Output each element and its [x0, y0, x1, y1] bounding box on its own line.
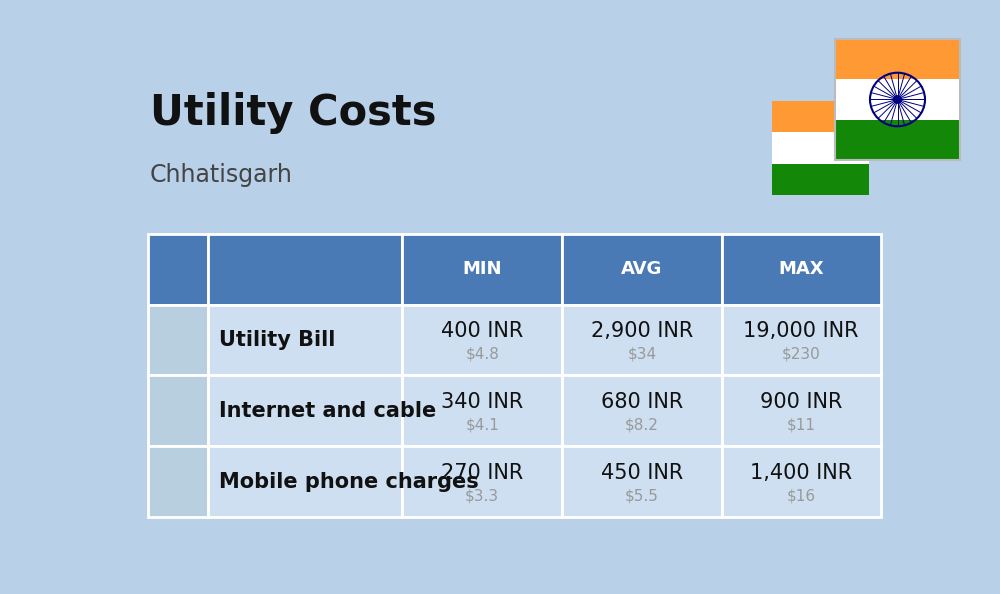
Text: AVG: AVG	[621, 260, 663, 278]
FancyBboxPatch shape	[402, 375, 562, 446]
Text: 450 INR: 450 INR	[601, 463, 683, 484]
Text: $230: $230	[782, 347, 821, 362]
FancyBboxPatch shape	[722, 375, 881, 446]
FancyBboxPatch shape	[722, 446, 881, 517]
FancyBboxPatch shape	[148, 305, 208, 375]
Text: 1,400 INR: 1,400 INR	[750, 463, 852, 484]
Bar	[835, 79, 960, 120]
FancyBboxPatch shape	[722, 305, 881, 375]
Text: $4.8: $4.8	[465, 347, 499, 362]
Text: 400 INR: 400 INR	[441, 321, 523, 342]
Text: Chhatisgarh: Chhatisgarh	[150, 163, 293, 187]
FancyBboxPatch shape	[562, 305, 722, 375]
Bar	[835, 39, 960, 79]
FancyBboxPatch shape	[772, 163, 869, 195]
Text: MIN: MIN	[462, 260, 502, 278]
FancyBboxPatch shape	[772, 132, 869, 163]
Text: 2,900 INR: 2,900 INR	[591, 321, 693, 342]
Text: Mobile phone charges: Mobile phone charges	[219, 472, 479, 492]
Text: $16: $16	[787, 488, 816, 504]
Text: $4.1: $4.1	[465, 418, 499, 432]
Circle shape	[894, 96, 901, 103]
FancyBboxPatch shape	[722, 233, 881, 305]
FancyBboxPatch shape	[148, 446, 208, 517]
FancyBboxPatch shape	[148, 233, 208, 305]
Bar	[835, 120, 960, 160]
Text: $5.5: $5.5	[625, 488, 659, 504]
FancyBboxPatch shape	[208, 375, 402, 446]
Text: 270 INR: 270 INR	[441, 463, 523, 484]
FancyBboxPatch shape	[208, 233, 402, 305]
FancyBboxPatch shape	[562, 446, 722, 517]
Text: $34: $34	[627, 347, 656, 362]
FancyBboxPatch shape	[402, 305, 562, 375]
Text: 680 INR: 680 INR	[601, 393, 683, 412]
Text: $3.3: $3.3	[465, 488, 499, 504]
Text: 340 INR: 340 INR	[441, 393, 523, 412]
FancyBboxPatch shape	[148, 375, 208, 446]
Text: Utility Bill: Utility Bill	[219, 330, 336, 350]
Text: 900 INR: 900 INR	[760, 393, 842, 412]
FancyBboxPatch shape	[772, 101, 869, 132]
Text: $8.2: $8.2	[625, 418, 659, 432]
Text: $11: $11	[787, 418, 816, 432]
FancyBboxPatch shape	[402, 446, 562, 517]
FancyBboxPatch shape	[562, 233, 722, 305]
FancyBboxPatch shape	[402, 233, 562, 305]
Text: Utility Costs: Utility Costs	[150, 92, 436, 134]
Text: MAX: MAX	[778, 260, 824, 278]
Text: 19,000 INR: 19,000 INR	[743, 321, 859, 342]
FancyBboxPatch shape	[208, 446, 402, 517]
FancyBboxPatch shape	[208, 305, 402, 375]
FancyBboxPatch shape	[562, 375, 722, 446]
Text: Internet and cable: Internet and cable	[219, 401, 436, 421]
